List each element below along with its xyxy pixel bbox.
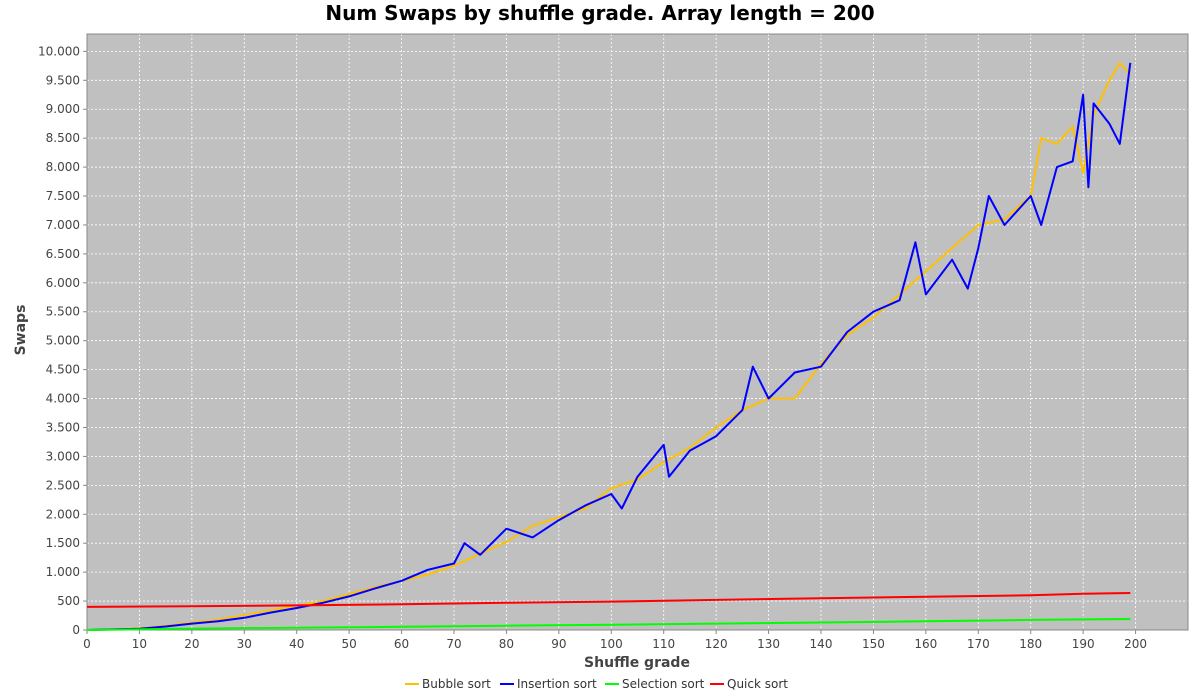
y-tick-label: 4.000 [46,392,80,406]
y-tick-label: 9.000 [46,102,80,116]
x-tick-label: 160 [914,637,937,651]
series-line-bubble-sort [86,61,1132,631]
y-tick-label: 8.000 [46,160,80,174]
y-tick-label: 7.500 [46,189,80,203]
y-axis-label: Swaps [13,305,29,356]
legend-label-bubble-sort: Bubble sort [422,677,491,691]
x-tick-label: 70 [446,637,461,651]
legend-label-insertion-sort: Insertion sort [517,677,597,691]
legend: Bubble sort Insertion sort Selection sort Q… [405,677,788,691]
x-tick-label: 150 [862,637,885,651]
x-tick-label: 100 [600,637,623,651]
grid-lines [86,34,1188,631]
y-tick-label: 500 [57,594,80,608]
x-tick-label: 30 [237,637,252,651]
legend-label-selection-sort: Selection sort [622,677,705,691]
x-tick-label: 110 [652,637,675,651]
y-tick-label: 2.000 [46,507,80,521]
y-tick-label: 6.000 [46,276,80,290]
x-tick-label: 80 [499,637,514,651]
plot-area [87,34,1188,630]
y-tick-label: 2.500 [46,478,80,492]
x-tick-label: 200 [1124,637,1147,651]
x-tick-label: 50 [342,637,357,651]
x-tick-label: 140 [810,637,833,651]
y-tick-label: 3.500 [46,420,80,434]
x-tick-label: 40 [289,637,304,651]
y-tick-label: 8.500 [46,131,80,145]
x-tick-label: 180 [1019,637,1042,651]
x-tick-label: 190 [1072,637,1095,651]
y-tick-label: 3.000 [46,449,80,463]
y-tick-label: 7.000 [46,218,80,232]
x-tick-label: 130 [757,637,780,651]
x-tick-label: 90 [551,637,566,651]
plot-border [86,33,1189,631]
x-tick-label: 10 [132,637,147,651]
series-line-quick-sort [86,592,1131,608]
x-tick-label: 170 [967,637,990,651]
y-tick-label: 5.000 [46,334,80,348]
legend-label-quick-sort: Quick sort [727,677,788,691]
series-lines [86,61,1132,631]
x-tick-label: 0 [83,637,91,651]
y-tick-label: 9.500 [46,73,80,87]
y-tick-label: 0 [72,623,80,637]
x-tick-label: 60 [394,637,409,651]
y-tick-label: 1.500 [46,536,80,550]
y-tick-label: 10.000 [38,44,80,58]
x-tick-label: 20 [184,637,199,651]
series-line-selection-sort [86,618,1131,631]
x-axis-label: Shuffle grade [584,655,690,671]
y-tick-label: 4.500 [46,363,80,377]
y-tick-label: 6.500 [46,247,80,261]
y-tick-label: 1.000 [46,565,80,579]
x-tick-label: 120 [705,637,728,651]
chart-title: Num Swaps by shuffle grade. Array length… [325,1,874,25]
y-tick-label: 5.500 [46,305,80,319]
axes: 05001.0001.5002.0002.5003.0003.5004.0004… [38,33,1189,651]
